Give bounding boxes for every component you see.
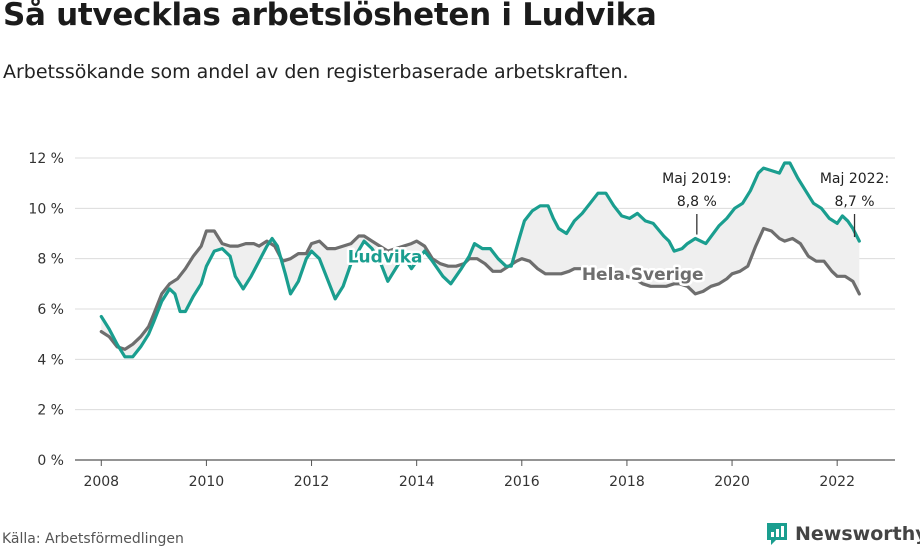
x-tick-label: 2008: [83, 474, 119, 490]
newsworthy-logo[interactable]: Newsworthy: [765, 520, 920, 548]
x-tick-label: 2020: [714, 474, 750, 490]
annotations: Maj 2019: 8,8 % Maj 2022: 8,7 %: [662, 171, 889, 238]
series-label-ludvika: Ludvika: [348, 247, 423, 267]
annotation-date: Maj 2019:: [662, 171, 731, 187]
y-tick-label: 8 %: [37, 252, 64, 268]
series-label-hela-sverige: Hela Sverige: [582, 265, 704, 285]
x-tick-label: 2022: [819, 474, 855, 490]
hela-sverige-line: [99, 226, 861, 351]
y-tick-label: 12 %: [28, 151, 64, 167]
x-tick-label: 2010: [189, 474, 225, 490]
source-note: Källa: Arbetsförmedlingen: [2, 531, 184, 547]
x-tick-label: 2016: [504, 474, 540, 490]
y-tick-label: 4 %: [37, 352, 64, 368]
y-tick-label: 6 %: [37, 302, 64, 318]
brand-name: Newsworthy: [795, 523, 920, 545]
ludvika-line: [99, 161, 861, 359]
chart-subtitle: Arbetssökande som andel av den registerb…: [3, 61, 629, 83]
y-tick-label: 2 %: [37, 403, 64, 419]
y-tick-label: 10 %: [28, 201, 64, 217]
axis-ticks: 0 % 2 % 4 % 6 % 8 % 10 % 12 % 2008 2010 2012 2014 2…: [28, 151, 855, 490]
annotation-value: 8,7 %: [835, 194, 875, 210]
series-labels: Ludvika Hela Sverige: [345, 245, 706, 288]
y-tick-label: 0 %: [37, 453, 64, 469]
x-tick-label: 2012: [294, 474, 330, 490]
x-tick-label: 2018: [609, 474, 645, 490]
annotation-value: 8,8 %: [677, 194, 717, 210]
x-tick-label: 2014: [399, 474, 435, 490]
annotation-date: Maj 2022:: [820, 171, 889, 187]
series-lines: [99, 161, 861, 359]
newsworthy-logo-icon: [767, 523, 787, 545]
chart-title: Så utvecklas arbetslösheten i Ludvika: [3, 0, 657, 33]
